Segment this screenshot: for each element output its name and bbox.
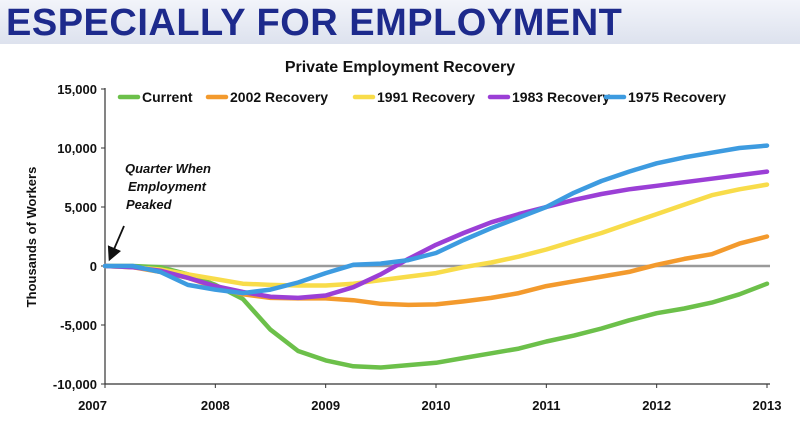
x-tick-label: 2010 [422, 398, 451, 413]
annotation-text: Employment [128, 179, 207, 194]
header-banner: ESPECIALLY FOR EMPLOYMENT [0, 0, 800, 44]
x-tick-label: 2007 [78, 398, 107, 413]
x-axis-ticks: 2007 2008 2009 2010 2011 2012 2013 [78, 384, 781, 413]
y-tick-label: 0 [90, 259, 97, 274]
x-tick-label: 2011 [532, 398, 560, 413]
x-tick-label: 2008 [201, 398, 230, 413]
legend: Current 2002 Recovery 1991 Recovery 1983 Re… [117, 89, 726, 105]
series-line-1975-recovery [102, 143, 770, 296]
page-title: ESPECIALLY FOR EMPLOYMENT [6, 2, 623, 44]
legend-label: Current [142, 89, 193, 105]
y-tick-label: -5,000 [60, 318, 97, 333]
y-tick-label: 5,000 [64, 200, 97, 215]
y-tick-label: 10,000 [57, 141, 97, 156]
peak-annotation: Quarter When Employment Peaked [107, 161, 211, 262]
y-tick-label: 15,000 [57, 82, 97, 97]
x-tick-label: 2013 [753, 398, 782, 413]
y-axis-label: Thousands of Workers [24, 167, 39, 308]
annotation-text: Peaked [126, 197, 173, 212]
annotation-arrow [107, 225, 125, 262]
series-line-1991-recovery [102, 182, 770, 288]
chart-title: Private Employment Recovery [285, 59, 515, 76]
x-tick-label: 2012 [642, 398, 671, 413]
series-lines [102, 143, 770, 370]
annotation-text: Quarter When [125, 161, 211, 176]
series-line-1983-recovery [102, 169, 770, 301]
legend-label: 1983 Recovery [512, 89, 610, 105]
x-tick-label: 2009 [311, 398, 340, 413]
legend-label: 1991 Recovery [377, 89, 475, 105]
legend-label: 1975 Recovery [628, 89, 726, 105]
y-tick-label: -10,000 [53, 377, 97, 392]
legend-label: 2002 Recovery [230, 89, 328, 105]
y-axis-ticks: 15,000 10,000 5,000 0 -5,000 -10,000 [53, 82, 105, 392]
